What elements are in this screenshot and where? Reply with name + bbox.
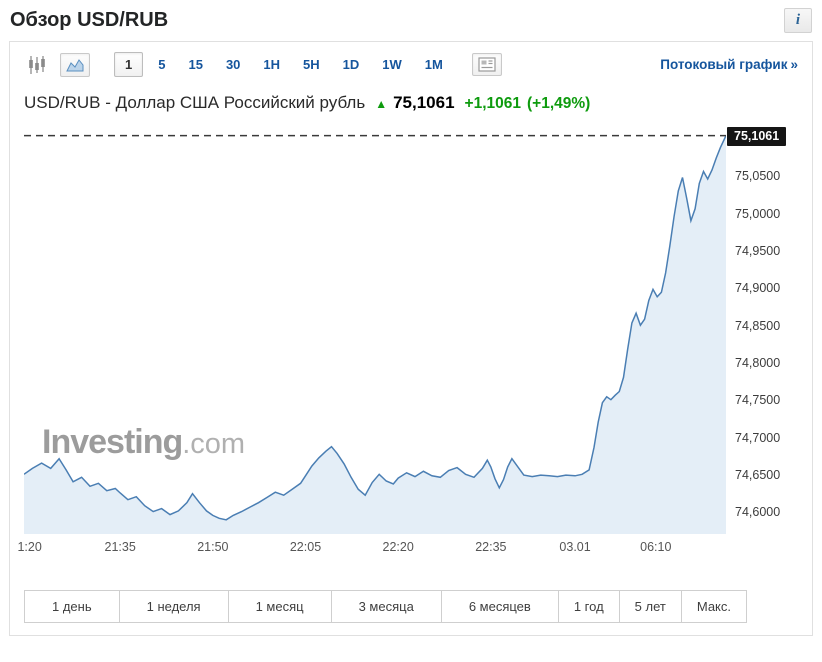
x-axis: 1:20 21:35 21:50 22:05 22:20 22:35 03.01 06:10: [17, 540, 726, 560]
y-axis-label: 74,6000: [735, 505, 781, 520]
y-axis-label: 74,9500: [735, 244, 781, 259]
chart-area: Investing.com 75,0500 75,0000 74,9500 74,90…: [24, 126, 798, 534]
x-axis-label: 21:50: [197, 540, 229, 554]
x-axis-label: 1:20: [17, 540, 42, 554]
y-axis-label: 74,8500: [735, 318, 781, 333]
x-axis-label: 22:05: [289, 540, 322, 554]
price-change-percent: (+1,49%): [527, 95, 591, 112]
timeframe-1w[interactable]: 1W: [374, 52, 410, 77]
timeframe-group: 1 5 15 30 1H 5H 1D 1W 1M: [114, 52, 458, 77]
timeframe-30[interactable]: 30: [218, 52, 248, 77]
y-axis-label: 74,6500: [735, 467, 781, 482]
instrument-name: USD/RUB - Доллар США Российский рубль: [24, 93, 366, 112]
double-arrow-icon: »: [790, 57, 798, 72]
streaming-chart-link[interactable]: Потоковый график»: [660, 57, 798, 72]
last-price: 75,1061: [393, 93, 455, 112]
quote-row: USD/RUB - Доллар США Российский рубль ▲ …: [24, 93, 798, 113]
watermark-suffix: .com: [182, 428, 246, 460]
candlestick-chart-button[interactable]: [24, 53, 50, 77]
y-axis-label: 74,7500: [735, 393, 781, 408]
x-axis-label: 21:35: [104, 540, 136, 554]
page-title: Обзор USD/RUB: [10, 9, 169, 31]
area-chart-icon: [66, 58, 84, 71]
y-axis-label: 75,0000: [735, 206, 781, 221]
x-axis-label: 06:10: [640, 540, 672, 554]
x-axis-label: 03.01: [559, 540, 591, 554]
timeframe-1h[interactable]: 1H: [255, 52, 288, 77]
timeframe-15[interactable]: 15: [180, 52, 210, 77]
y-axis-label: 75,0500: [735, 169, 781, 184]
y-axis: 75,0500 75,0000 74,9500 74,9000 74,8500 74,80…: [726, 126, 798, 534]
chart-toolbar: 1 5 15 30 1H 5H 1D 1W 1M Потоковый график»: [24, 52, 798, 77]
range-button-6[interactable]: 1 год: [557, 590, 620, 623]
candlestick-chart-icon: [29, 55, 45, 74]
info-button[interactable]: i: [784, 8, 812, 33]
x-axis-label: 22:35: [475, 540, 507, 554]
area-chart-button[interactable]: [60, 52, 90, 77]
y-axis-label: 74,8000: [735, 355, 781, 370]
y-axis-label: 74,7000: [735, 430, 781, 445]
range-button-4[interactable]: 3 месяца: [330, 590, 442, 623]
chart-plot[interactable]: Investing.com: [24, 129, 726, 534]
price-change: +1,1061: [464, 95, 521, 112]
watermark-main: Investing: [42, 423, 183, 461]
news-icon: [478, 57, 496, 72]
range-button-1[interactable]: 1 день: [24, 590, 120, 623]
timeframe-5h[interactable]: 5H: [295, 52, 328, 77]
header: Обзор USD/RUB i: [9, 6, 813, 41]
range-button-5[interactable]: 6 месяцев: [440, 590, 559, 623]
chart-panel: 1 5 15 30 1H 5H 1D 1W 1M Потоковый график» USD/R…: [9, 41, 813, 636]
range-button-3[interactable]: 1 месяц: [227, 590, 332, 623]
x-axis-label: 22:20: [382, 540, 414, 554]
streaming-chart-label: Потоковый график: [660, 57, 788, 72]
timeframe-1d[interactable]: 1D: [335, 52, 368, 77]
timeframe-5[interactable]: 5: [150, 52, 173, 77]
info-icon: i: [795, 12, 801, 28]
up-arrow-icon: ▲: [375, 97, 388, 111]
investing-watermark: Investing.com: [42, 423, 245, 462]
y-axis-label: 74,9000: [735, 281, 781, 296]
timeframe-1m[interactable]: 1M: [417, 52, 451, 77]
range-button-8[interactable]: Макс.: [680, 590, 747, 623]
news-button[interactable]: [471, 53, 502, 76]
timeframe-1[interactable]: 1: [114, 52, 144, 77]
price-area-chart: [24, 134, 726, 534]
range-button-7[interactable]: 5 лет: [618, 590, 682, 623]
range-button-2[interactable]: 1 неделя: [118, 590, 229, 623]
range-bar: 1 день 1 неделя 1 месяц 3 месяца 6 месяцев 1 …: [24, 590, 798, 623]
last-price-tag: 75,1061: [727, 126, 787, 146]
